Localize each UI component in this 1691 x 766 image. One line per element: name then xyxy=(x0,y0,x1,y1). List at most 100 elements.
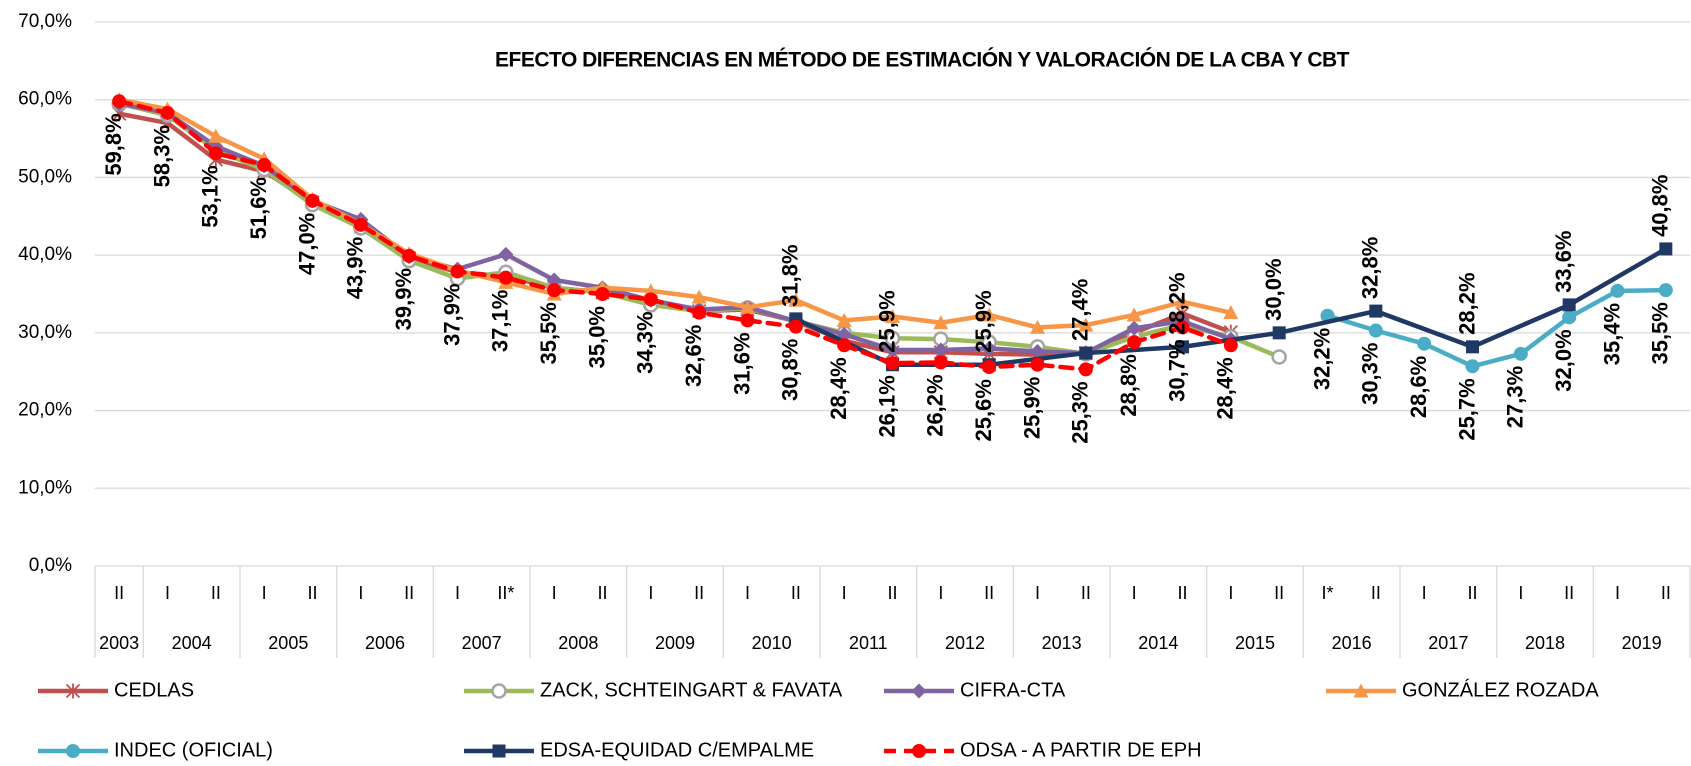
data-label: 28,2% xyxy=(1454,272,1479,334)
data-label: 33,6% xyxy=(1551,230,1576,292)
x-tick-label: I xyxy=(1228,583,1233,603)
point-marker xyxy=(305,193,320,208)
x-tick-label: I xyxy=(552,583,557,603)
y-tick-label: 50,0% xyxy=(18,166,72,187)
y-tick-label: 60,0% xyxy=(18,89,72,110)
data-label: 25,9% xyxy=(874,290,899,352)
point-marker xyxy=(353,217,368,232)
x-tick-label: I xyxy=(842,583,847,603)
point-marker xyxy=(1417,336,1432,351)
x-group-label: 2006 xyxy=(365,633,405,653)
x-group-label: 2005 xyxy=(268,633,308,653)
data-label: 25,6% xyxy=(971,379,996,441)
point-marker xyxy=(402,248,417,263)
data-label: 58,3% xyxy=(149,125,174,187)
point-marker xyxy=(1610,283,1625,298)
point-marker xyxy=(982,360,997,375)
y-tick-label: 10,0% xyxy=(18,477,72,498)
point-marker xyxy=(492,744,506,758)
point-marker xyxy=(788,319,803,334)
series-line xyxy=(1325,287,1669,369)
point-marker xyxy=(1223,305,1239,320)
x-tick-label: I xyxy=(262,583,267,603)
legend-item: ZACK, SCHTEINGART & FAVATA xyxy=(464,679,843,701)
series-line xyxy=(116,111,1234,357)
point-marker xyxy=(933,355,948,370)
point-marker xyxy=(1079,346,1093,360)
data-label: 31,8% xyxy=(778,244,803,306)
series xyxy=(111,95,1287,365)
point-marker xyxy=(911,683,927,699)
x-group-label: 2016 xyxy=(1332,633,1372,653)
data-label: 35,5% xyxy=(1648,302,1673,364)
point-marker xyxy=(885,309,900,324)
x-tick-label: II xyxy=(887,583,897,603)
y-tick-label: 40,0% xyxy=(18,244,72,265)
series-line xyxy=(116,101,1234,356)
x-tick-label: II xyxy=(1274,583,1284,603)
x-tick-label: II xyxy=(694,583,704,603)
data-label: 51,6% xyxy=(246,177,271,239)
x-tick-label: II xyxy=(984,583,994,603)
point-marker xyxy=(208,146,223,161)
data-label: 25,7% xyxy=(1454,378,1479,440)
point-marker xyxy=(1126,320,1142,336)
line-connector xyxy=(1566,246,1669,308)
data-label: 31,6% xyxy=(729,332,754,394)
data-label: 30,3% xyxy=(1358,343,1383,405)
point-marker xyxy=(981,340,997,356)
x-group-label: 2007 xyxy=(462,633,502,653)
x-tick-label: II* xyxy=(497,583,514,603)
x-tick-label: II xyxy=(1564,583,1574,603)
point-marker xyxy=(1659,242,1673,256)
data-label: 28,4% xyxy=(1213,357,1238,419)
x-tick-label: II xyxy=(597,583,607,603)
x-tick-label: I xyxy=(1035,583,1040,603)
data-label: 27,3% xyxy=(1503,366,1528,428)
x-tick-label: II xyxy=(1661,583,1671,603)
point-marker xyxy=(1030,344,1045,360)
x-group-label: 2018 xyxy=(1525,633,1565,653)
x-tick-label: II xyxy=(1467,583,1477,603)
point-marker xyxy=(1127,335,1142,350)
legend-label: GONZÁLEZ ROZADA xyxy=(1402,678,1599,701)
data-label: 25,9% xyxy=(971,290,996,352)
point-marker xyxy=(595,287,610,301)
data-label: 26,1% xyxy=(874,375,899,437)
legend-item: CEDLAS xyxy=(38,679,194,701)
data-label: 39,9% xyxy=(391,268,416,330)
point-marker xyxy=(1223,338,1238,353)
x-group-label: 2019 xyxy=(1622,633,1662,653)
x-tick-label: I xyxy=(938,583,943,603)
series xyxy=(1320,283,1673,374)
x-tick-label: I xyxy=(358,583,363,603)
point-marker xyxy=(1513,346,1528,361)
point-marker xyxy=(1030,357,1045,372)
data-label: 32,2% xyxy=(1309,328,1334,390)
x-tick-label: I xyxy=(165,583,170,603)
y-tick-label: 70,0% xyxy=(18,11,72,32)
data-label: 25,3% xyxy=(1068,381,1093,443)
point-marker xyxy=(257,157,272,172)
x-group-label: 2015 xyxy=(1235,633,1275,653)
x-group-label: 2003 xyxy=(99,633,139,653)
point-marker xyxy=(160,105,175,120)
x-tick-label: II xyxy=(307,583,317,603)
data-label: 53,1% xyxy=(198,165,223,227)
point-marker xyxy=(450,264,465,279)
data-label: 32,6% xyxy=(681,325,706,387)
legend-item: CIFRA-CTA xyxy=(884,679,1066,701)
point-marker xyxy=(740,313,755,328)
point-marker xyxy=(643,292,658,307)
data-label: 30,8% xyxy=(778,339,803,401)
x-group-label: 2008 xyxy=(558,633,598,653)
point-marker xyxy=(1175,320,1190,335)
data-label: 30,0% xyxy=(1261,258,1286,320)
data-label: 28,2% xyxy=(1164,272,1189,334)
point-marker xyxy=(491,683,507,699)
data-label: 37,1% xyxy=(488,290,513,352)
x-tick-label: I* xyxy=(1321,583,1333,603)
series-line xyxy=(116,97,1234,330)
x-tick-label: I xyxy=(1615,583,1620,603)
